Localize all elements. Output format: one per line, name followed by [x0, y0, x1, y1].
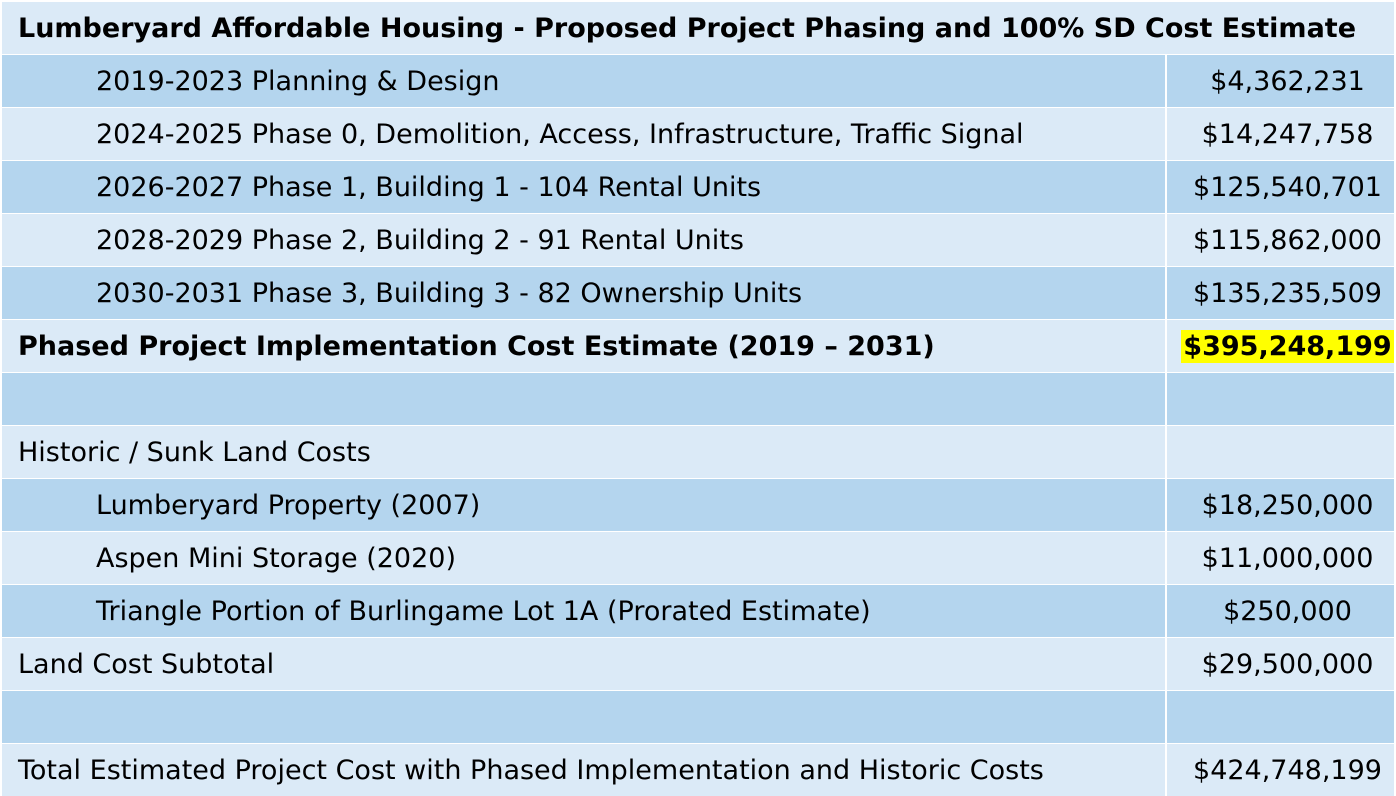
- row-phased-total-value-cell: $395,248,199: [1167, 320, 1394, 372]
- row-lumberyard-property-value: $18,250,000: [1167, 479, 1394, 531]
- phased-total-highlight: $395,248,199: [1181, 329, 1394, 363]
- row-grand-total-label: Total Estimated Project Cost with Phased…: [2, 744, 1165, 796]
- row-planning-design-value: $4,362,231: [1167, 55, 1394, 107]
- row-phase-0-value: $14,247,758: [1167, 108, 1394, 160]
- row-phase-3-label: 2030-2031 Phase 3, Building 3 - 82 Owner…: [2, 267, 1165, 319]
- row-phased-total-label: Phased Project Implementation Cost Estim…: [2, 320, 1165, 372]
- row-burlingame-lot-label: Triangle Portion of Burlingame Lot 1A (P…: [2, 585, 1165, 637]
- row-land-costs-heading-value: [1167, 426, 1394, 478]
- row-spacer-2-label: [2, 691, 1165, 743]
- row-aspen-mini-storage-label: Aspen Mini Storage (2020): [2, 532, 1165, 584]
- row-land-subtotal-label: Land Cost Subtotal: [2, 638, 1165, 690]
- row-spacer-2-value: [1167, 691, 1394, 743]
- row-aspen-mini-storage-value: $11,000,000: [1167, 532, 1394, 584]
- row-lumberyard-property-label: Lumberyard Property (2007): [2, 479, 1165, 531]
- table-title: Lumberyard Affordable Housing - Proposed…: [2, 2, 1394, 54]
- row-burlingame-lot-value: $250,000: [1167, 585, 1394, 637]
- row-phase-1-value: $125,540,701: [1167, 161, 1394, 213]
- row-phase-0-label: 2024-2025 Phase 0, Demolition, Access, I…: [2, 108, 1165, 160]
- row-spacer-1-label: [2, 373, 1165, 425]
- row-land-costs-heading-label: Historic / Sunk Land Costs: [2, 426, 1165, 478]
- row-planning-design-label: 2019-2023 Planning & Design: [2, 55, 1165, 107]
- row-phase-2-value: $115,862,000: [1167, 214, 1394, 266]
- row-phase-1-label: 2026-2027 Phase 1, Building 1 - 104 Rent…: [2, 161, 1165, 213]
- row-phase-2-label: 2028-2029 Phase 2, Building 2 - 91 Renta…: [2, 214, 1165, 266]
- row-grand-total-value: $424,748,199: [1167, 744, 1394, 796]
- row-spacer-1-value: [1167, 373, 1394, 425]
- row-land-subtotal-value: $29,500,000: [1167, 638, 1394, 690]
- row-phase-3-value: $135,235,509: [1167, 267, 1394, 319]
